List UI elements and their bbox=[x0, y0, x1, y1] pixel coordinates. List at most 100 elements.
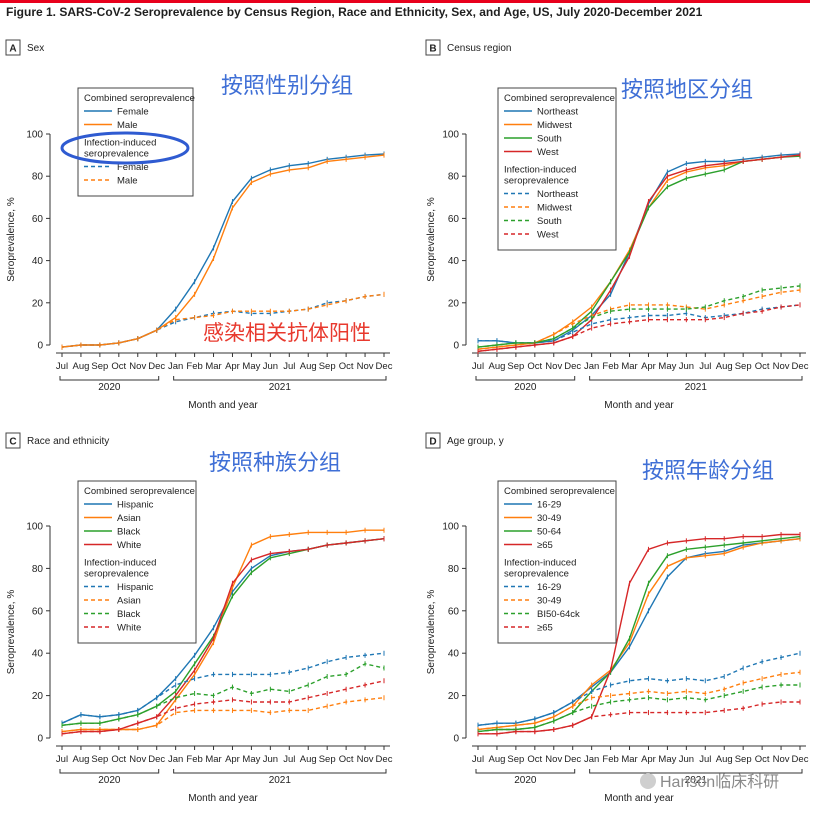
year-label: 2020 bbox=[514, 382, 537, 393]
y-tick-label: 100 bbox=[442, 130, 459, 141]
x-tick-label: Mar bbox=[205, 754, 221, 765]
x-tick-label: Sep bbox=[735, 361, 752, 372]
year-label: 2021 bbox=[269, 775, 292, 786]
legend-box bbox=[77, 87, 194, 197]
series-infection-3049 bbox=[477, 669, 801, 733]
y-axis-label: Seroprevalence, % bbox=[6, 590, 17, 675]
series-infection-midwest bbox=[477, 287, 801, 352]
x-tick-label: Jan bbox=[584, 754, 599, 765]
x-tick-label: Aug bbox=[488, 754, 505, 765]
x-tick-label: Jul bbox=[56, 361, 68, 372]
legend-group-title-line: seroprevalence bbox=[84, 569, 149, 580]
series-line bbox=[478, 533, 800, 735]
legend-group-title-line: seroprevalence bbox=[504, 176, 569, 187]
y-tick-label: 80 bbox=[32, 172, 44, 183]
y-tick-label: 60 bbox=[448, 214, 460, 225]
y-tick-label: 40 bbox=[32, 256, 44, 267]
legend-group-title-line: Infection-induced bbox=[84, 138, 156, 149]
series-line bbox=[61, 652, 385, 724]
year-label: 2020 bbox=[514, 775, 537, 786]
x-tick-label: Apr bbox=[641, 754, 656, 765]
year-bracket bbox=[589, 769, 803, 774]
year-bracket bbox=[475, 376, 576, 381]
year-label: 2021 bbox=[685, 775, 708, 786]
x-tick-label: May bbox=[658, 754, 676, 765]
x-tick-label: Aug bbox=[72, 361, 89, 372]
x-tick-label: Aug bbox=[716, 754, 733, 765]
x-tick-label: Jul bbox=[472, 361, 484, 372]
x-axis-label: Month and year bbox=[188, 793, 258, 804]
legend-box bbox=[497, 480, 617, 644]
y-tick-label: 100 bbox=[26, 130, 43, 141]
series-line bbox=[478, 701, 800, 735]
legend-entry-label: Male bbox=[117, 176, 138, 187]
x-tick-label: Oct bbox=[527, 754, 542, 765]
y-axis-label: Seroprevalence, % bbox=[426, 590, 437, 675]
x-tick-label: Nov bbox=[129, 361, 146, 372]
series-line bbox=[477, 154, 801, 352]
x-tick-label: Sep bbox=[507, 361, 524, 372]
x-tick-label: Aug bbox=[300, 361, 317, 372]
x-tick-label: Nov bbox=[357, 361, 374, 372]
highlight-ellipse bbox=[60, 131, 190, 165]
panel-letter: D bbox=[429, 437, 436, 448]
series-infection-hispanic bbox=[61, 650, 385, 726]
series-infection-65 bbox=[477, 699, 801, 737]
y-tick-label: 0 bbox=[37, 341, 43, 352]
x-tick-label: Sep bbox=[91, 754, 108, 765]
series-infection-white bbox=[61, 678, 385, 737]
legend: Combined seroprevalence Hispanic Asian Blac… bbox=[77, 480, 197, 644]
x-tick-label: Dec bbox=[148, 754, 165, 765]
year-bracket bbox=[589, 376, 803, 381]
x-tick-label: Jul bbox=[699, 361, 711, 372]
legend: Combined seroprevalence Female Male Infecti… bbox=[77, 87, 195, 197]
x-tick-label: Jul bbox=[56, 754, 68, 765]
chinese-group-label: 按照种族分组 bbox=[209, 450, 341, 475]
legend-group-title: Combined seroprevalence bbox=[84, 93, 195, 104]
year-bracket bbox=[475, 769, 576, 774]
legend-entry-label: 50-64 bbox=[537, 527, 561, 538]
panel-letter-box bbox=[5, 39, 21, 56]
panel-letter-box bbox=[425, 432, 441, 449]
x-tick-label: Dec bbox=[792, 754, 809, 765]
x-tick-label: Nov bbox=[773, 754, 790, 765]
panel-title: Age group, y bbox=[447, 436, 504, 447]
x-tick-label: Jun bbox=[263, 754, 278, 765]
panel-letter: C bbox=[9, 437, 16, 448]
x-tick-label: Mar bbox=[621, 361, 637, 372]
x-tick-label: Jan bbox=[168, 361, 183, 372]
legend-group-title: Combined seroprevalence bbox=[84, 486, 195, 497]
series-line bbox=[477, 684, 800, 733]
year-bracket bbox=[173, 376, 387, 381]
legend-entry-label: Male bbox=[117, 120, 138, 131]
y-tick-label: 20 bbox=[448, 298, 460, 309]
x-tick-label: Jul bbox=[472, 754, 484, 765]
legend-entry-label: 16-29 bbox=[537, 582, 561, 593]
series-line bbox=[477, 671, 801, 731]
panel-letter-box bbox=[5, 432, 21, 449]
chinese-group-label: 按照地区分组 bbox=[621, 77, 753, 102]
x-tick-label: Nov bbox=[545, 754, 562, 765]
legend-entry-label: Hispanic bbox=[117, 500, 154, 511]
x-tick-label: May bbox=[242, 361, 260, 372]
y-tick-label: 60 bbox=[32, 606, 44, 617]
legend-entry-label: White bbox=[117, 623, 141, 634]
year-bracket bbox=[59, 376, 160, 381]
legend: Combined seroprevalence Northeast Midwest S… bbox=[497, 87, 617, 251]
x-tick-label: Feb bbox=[602, 754, 618, 765]
legend-entry-label: Black bbox=[117, 527, 140, 538]
legend-entry-label: South bbox=[537, 134, 562, 145]
x-tick-label: Dec bbox=[564, 361, 581, 372]
x-tick-label: Mar bbox=[205, 361, 221, 372]
legend-entry-label: 30-49 bbox=[537, 596, 561, 607]
annotation-text: 感染相关抗体阳性 bbox=[203, 322, 371, 345]
legend: Combined seroprevalence 16-29 30-49 50-64 ≥6… bbox=[497, 480, 617, 644]
legend-entry-label: Northeast bbox=[537, 107, 579, 118]
legend-entry-label: Asian bbox=[117, 513, 141, 524]
y-tick-label: 0 bbox=[453, 341, 459, 352]
panel-d: D Age group, y 0 20 40 60 80 100 Seroprevalence,… bbox=[425, 432, 809, 804]
series-line bbox=[61, 293, 385, 348]
x-tick-label: May bbox=[658, 361, 676, 372]
y-tick-label: 80 bbox=[32, 564, 44, 575]
